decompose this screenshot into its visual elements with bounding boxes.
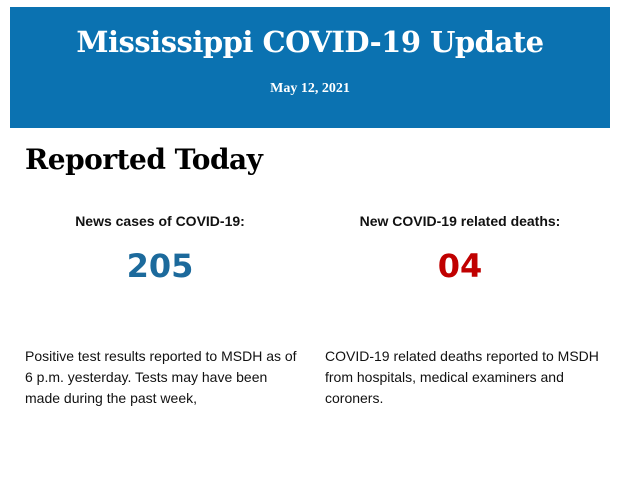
report-date: May 12, 2021: [270, 81, 350, 96]
cases-stat: News cases of COVID-19: 205: [15, 213, 305, 285]
deaths-label: New COVID-19 related deaths:: [359, 213, 561, 229]
cases-description: Positive test results reported to MSDH a…: [25, 348, 297, 406]
deaths-value: 04: [437, 247, 483, 285]
deaths-description: COVID-19 related deaths reported to MSDH…: [325, 348, 599, 406]
cases-label: News cases of COVID-19:: [75, 213, 245, 229]
deaths-stat: New COVID-19 related deaths: 04: [315, 213, 605, 285]
page-title: Mississippi COVID-19 Update: [76, 25, 544, 59]
cases-value: 205: [126, 247, 194, 285]
header-banner: Mississippi COVID-19 Update May 12, 2021: [10, 7, 610, 128]
section-title: Reported Today: [25, 143, 263, 176]
